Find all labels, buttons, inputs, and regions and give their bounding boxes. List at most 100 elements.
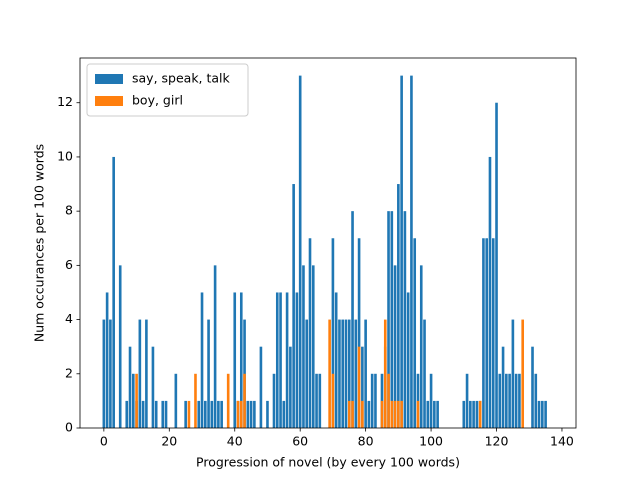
bar bbox=[187, 400, 191, 428]
bar bbox=[207, 319, 210, 428]
bar bbox=[125, 400, 129, 428]
y-tick-label: 6 bbox=[65, 257, 73, 272]
bar bbox=[243, 373, 246, 428]
bar bbox=[341, 319, 345, 428]
bar bbox=[249, 400, 253, 428]
bar bbox=[347, 319, 351, 428]
bar bbox=[279, 292, 282, 428]
bar bbox=[347, 400, 351, 428]
bar bbox=[491, 238, 495, 428]
bar bbox=[151, 346, 155, 428]
bar bbox=[331, 238, 335, 428]
bar bbox=[501, 346, 505, 428]
bar bbox=[433, 400, 436, 428]
bar bbox=[351, 211, 354, 428]
bar bbox=[141, 400, 145, 428]
bar bbox=[259, 346, 263, 428]
legend-swatch bbox=[95, 74, 123, 84]
bar bbox=[318, 373, 322, 428]
bar bbox=[423, 319, 426, 428]
x-tick-label: 20 bbox=[161, 434, 177, 449]
bar bbox=[505, 373, 508, 428]
bar bbox=[253, 400, 256, 428]
bar bbox=[397, 184, 400, 428]
bar bbox=[537, 400, 541, 428]
x-tick-label: 40 bbox=[227, 434, 243, 449]
bar bbox=[465, 373, 469, 428]
bar bbox=[511, 319, 515, 428]
bar bbox=[344, 319, 348, 428]
bar bbox=[518, 373, 521, 428]
bar bbox=[495, 102, 498, 428]
bar bbox=[508, 373, 511, 428]
bar bbox=[475, 400, 479, 428]
bar bbox=[239, 400, 243, 428]
bar bbox=[328, 319, 331, 428]
bar bbox=[482, 238, 485, 428]
bar bbox=[233, 292, 237, 428]
bar bbox=[436, 400, 439, 428]
bar bbox=[161, 400, 165, 428]
bar bbox=[213, 265, 217, 428]
bar bbox=[295, 292, 299, 428]
bar bbox=[429, 373, 433, 428]
bar bbox=[197, 400, 201, 428]
bar bbox=[275, 292, 279, 428]
bar bbox=[397, 400, 400, 428]
y-axis-label: Num occurances per 100 words bbox=[32, 144, 47, 342]
bar bbox=[380, 400, 384, 428]
bar bbox=[521, 319, 525, 428]
bar bbox=[534, 373, 538, 428]
bar bbox=[367, 400, 371, 428]
bar bbox=[469, 400, 472, 428]
bar bbox=[426, 400, 430, 428]
bar bbox=[544, 400, 547, 428]
bar bbox=[361, 400, 364, 428]
bar bbox=[400, 400, 403, 428]
bar bbox=[357, 346, 361, 428]
y-tick-label: 2 bbox=[65, 365, 73, 380]
bar bbox=[488, 156, 492, 428]
bar bbox=[338, 319, 341, 428]
bar bbox=[364, 319, 367, 428]
bar bbox=[478, 400, 482, 428]
bar bbox=[105, 292, 109, 428]
x-tick-label: 80 bbox=[358, 434, 374, 449]
legend-box bbox=[86, 63, 249, 117]
y-tick-label: 4 bbox=[65, 311, 73, 326]
legend-swatch bbox=[95, 96, 123, 106]
bar bbox=[393, 400, 397, 428]
bar bbox=[112, 156, 115, 428]
bar bbox=[226, 373, 230, 428]
bar bbox=[413, 238, 417, 428]
bar bbox=[374, 373, 377, 428]
bar bbox=[138, 319, 142, 428]
bar bbox=[292, 184, 295, 428]
bar bbox=[174, 373, 178, 428]
bar bbox=[331, 373, 335, 428]
bar bbox=[102, 319, 106, 428]
bar bbox=[383, 319, 387, 428]
bar bbox=[305, 319, 309, 428]
bar bbox=[472, 400, 475, 428]
bar bbox=[361, 346, 364, 428]
bar bbox=[370, 373, 374, 428]
bar bbox=[302, 265, 305, 428]
bar bbox=[393, 265, 397, 428]
bar bbox=[109, 319, 112, 428]
bar bbox=[135, 373, 138, 428]
bar bbox=[220, 400, 223, 428]
bar bbox=[531, 346, 534, 428]
bar bbox=[390, 211, 394, 428]
bar bbox=[239, 292, 243, 428]
bar bbox=[128, 346, 132, 428]
bar bbox=[485, 238, 489, 428]
bar bbox=[289, 346, 292, 428]
bar bbox=[419, 265, 423, 428]
x-axis-label: Progression of novel (by every 100 words… bbox=[196, 455, 460, 470]
x-tick-label: 100 bbox=[419, 434, 443, 449]
bar bbox=[406, 292, 410, 428]
bar bbox=[462, 400, 466, 428]
bar bbox=[416, 400, 420, 428]
bar bbox=[387, 211, 390, 428]
